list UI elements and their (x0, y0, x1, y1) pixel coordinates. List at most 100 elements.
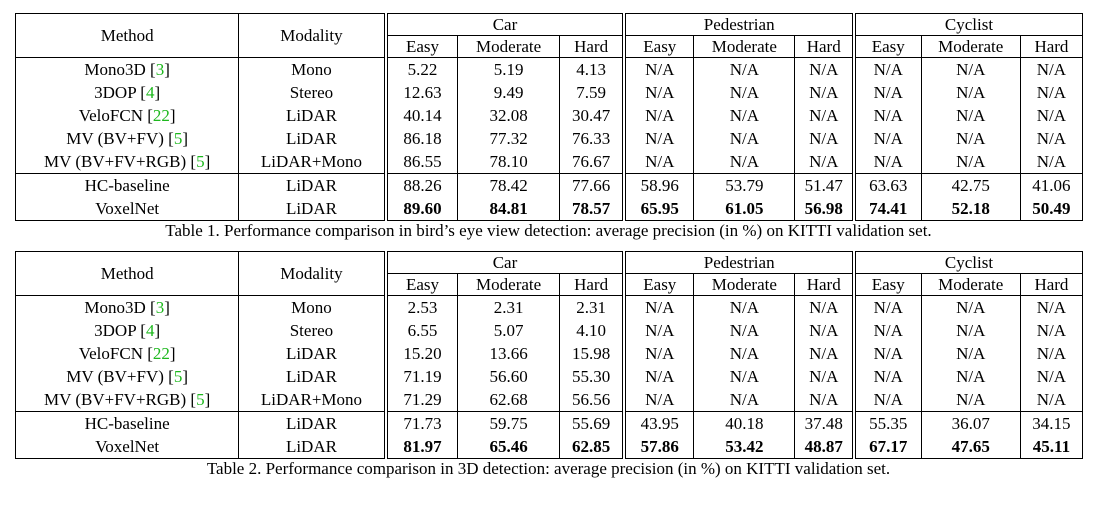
citation-link[interactable]: 5 (196, 389, 205, 409)
method-name: VeloFCN (78, 105, 143, 125)
value-cell: N/A (794, 319, 855, 342)
header-easy: Easy (622, 273, 695, 296)
header-moderate: Moderate (457, 273, 560, 296)
method-name: HC-baseline (84, 413, 170, 433)
value-cell: N/A (851, 365, 922, 388)
citation-link[interactable]: 22 (152, 343, 170, 363)
header-group-cyclist: Cyclist (851, 251, 1083, 274)
value-text: 71.29 (403, 389, 442, 409)
value-text: 84.81 (489, 198, 528, 218)
method-cell: VeloFCN [22] (14, 104, 240, 127)
table-row: VeloFCN [22] LiDAR 40.14 32.08 30.47 N/A N/A N/… (14, 104, 1084, 127)
value-cell: 62.68 (457, 388, 560, 412)
value-text: N/A (729, 366, 759, 386)
value-cell: 67.17 (851, 435, 922, 459)
method-cell: VoxelNet (14, 197, 240, 221)
value-cell: N/A (622, 104, 695, 127)
citation-link[interactable]: 22 (152, 105, 170, 125)
header-method: Method (14, 251, 240, 296)
value-text: 37.48 (804, 413, 843, 433)
value-cell: N/A (622, 150, 695, 174)
citation-link[interactable]: 3 (155, 59, 165, 79)
value-text: N/A (645, 366, 675, 386)
value-text: 45.11 (1032, 436, 1071, 456)
value-cell: N/A (1020, 388, 1084, 412)
value-cell: N/A (1020, 295, 1084, 319)
method-cell: VoxelNet (14, 435, 240, 459)
value-cell: N/A (622, 81, 695, 104)
table-row: MV (BV+FV+RGB) [5] LiDAR+Mono 71.29 62.68 56… (14, 388, 1084, 412)
value-text: N/A (1036, 59, 1067, 79)
value-cell: N/A (693, 388, 796, 412)
value-text: 40.14 (403, 105, 442, 125)
value-cell: 4.13 (559, 57, 625, 81)
value-text: 71.73 (403, 413, 442, 433)
value-text: N/A (729, 105, 759, 125)
value-cell: 57.86 (622, 435, 695, 459)
value-text: N/A (873, 389, 903, 409)
citation-link[interactable]: 4 (145, 320, 155, 340)
value-cell: 9.49 (457, 81, 560, 104)
method-cell: 3DOP [4] (14, 319, 240, 342)
value-text: N/A (645, 151, 675, 171)
value-text: N/A (809, 366, 839, 386)
table-body: Mono3D [3] Mono 5.22 5.19 4.13 N/A N/A N/A N/A N/… (14, 57, 1084, 221)
citation-link[interactable]: 5 (173, 128, 183, 148)
table-body: Mono3D [3] Mono 2.53 2.31 2.31 N/A N/A N/A N/A N/… (14, 295, 1084, 459)
header-hard: Hard (794, 273, 855, 296)
value-cell: 76.67 (559, 150, 625, 174)
method-cell: MV (BV+FV+RGB) [5] (14, 150, 240, 174)
value-cell: 2.31 (457, 295, 560, 319)
value-text: 58.96 (640, 175, 679, 195)
header-group-cyclist: Cyclist (851, 13, 1083, 36)
results-table-1: Method Modality Car Pedestrian Cyclist E… (14, 13, 1084, 221)
value-cell: N/A (622, 295, 695, 319)
value-text: 89.60 (403, 198, 442, 218)
value-cell: N/A (794, 365, 855, 388)
value-text: 57.86 (640, 436, 679, 456)
value-text: 65.46 (489, 436, 528, 456)
modality-cell: LiDAR+Mono (238, 150, 387, 174)
value-text: 34.15 (1032, 413, 1071, 433)
value-cell: N/A (921, 150, 1021, 174)
value-text: 78.57 (571, 198, 611, 218)
value-cell: 37.48 (794, 411, 855, 435)
citation-link[interactable]: 3 (155, 297, 165, 317)
value-cell: 61.05 (693, 197, 796, 221)
value-text: 5.07 (493, 320, 524, 340)
value-cell: N/A (794, 342, 855, 365)
value-text: 42.75 (951, 175, 990, 195)
value-cell: 56.98 (794, 197, 855, 221)
value-text: N/A (809, 297, 839, 317)
value-text: 88.26 (403, 175, 442, 195)
value-text: N/A (809, 82, 839, 102)
value-cell: 86.18 (383, 127, 459, 150)
value-text: 4.10 (576, 320, 606, 340)
value-text: N/A (729, 59, 759, 79)
modality-cell: LiDAR (238, 197, 387, 221)
value-text: N/A (729, 82, 759, 102)
method-name: MV (BV+FV+RGB) (44, 389, 187, 409)
value-text: 53.42 (725, 436, 764, 456)
value-cell: N/A (921, 295, 1021, 319)
modality-cell: LiDAR (238, 173, 387, 197)
header-hard: Hard (559, 35, 625, 58)
header-hard: Hard (1020, 35, 1084, 58)
header-easy: Easy (383, 273, 459, 296)
value-text: 71.19 (403, 366, 442, 386)
value-cell: N/A (622, 319, 695, 342)
value-text: 76.33 (571, 128, 611, 148)
citation-link[interactable]: 5 (173, 366, 183, 386)
value-text: N/A (956, 320, 986, 340)
value-text: 36.07 (951, 413, 990, 433)
value-text: N/A (873, 151, 903, 171)
value-text: 41.06 (1032, 175, 1071, 195)
value-cell: N/A (1020, 319, 1084, 342)
value-cell: 55.30 (559, 365, 625, 388)
citation-link[interactable]: 4 (145, 82, 155, 102)
value-cell: N/A (921, 342, 1021, 365)
header-method: Method (14, 13, 240, 58)
header-moderate: Moderate (693, 273, 796, 296)
citation-link[interactable]: 5 (196, 151, 205, 171)
value-cell: 53.42 (693, 435, 796, 459)
